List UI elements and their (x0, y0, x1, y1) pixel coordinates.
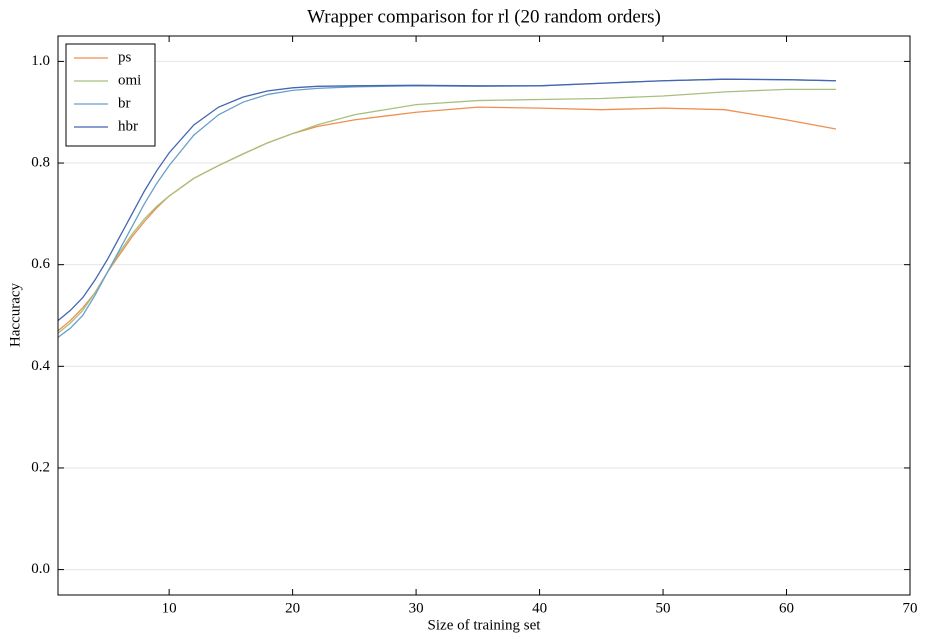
y-tick-label: 0.6 (31, 256, 50, 272)
y-axis-label: Haccuracy (7, 282, 23, 347)
x-tick-label: 50 (656, 600, 671, 616)
y-tick-label: 1.0 (31, 53, 50, 69)
x-tick-label: 10 (162, 600, 177, 616)
legend-label: ps (118, 49, 132, 65)
legend-box (65, 43, 156, 147)
y-tick-label: 0.0 (31, 561, 50, 577)
y-tick-label: 0.4 (31, 358, 50, 374)
x-tick-label: 60 (779, 600, 794, 616)
series-line (57, 78, 836, 338)
y-tick-label: 0.8 (31, 154, 50, 170)
legend-label: hbr (118, 118, 138, 134)
x-tick-label: 20 (285, 600, 300, 616)
x-axis-label: Size of training set (428, 617, 542, 633)
x-tick-label: 70 (903, 600, 918, 616)
chart-title: Wrapper comparison for rl (20 random ord… (307, 6, 661, 27)
plot-frame (57, 35, 911, 596)
x-tick-label: 40 (532, 600, 547, 616)
legend-label: br (118, 95, 131, 111)
legend-label: omi (118, 72, 141, 88)
series-line (57, 78, 836, 322)
x-tick-label: 30 (409, 600, 424, 616)
y-tick-label: 0.2 (31, 459, 50, 475)
series-line (57, 106, 837, 332)
series-line (57, 88, 836, 334)
